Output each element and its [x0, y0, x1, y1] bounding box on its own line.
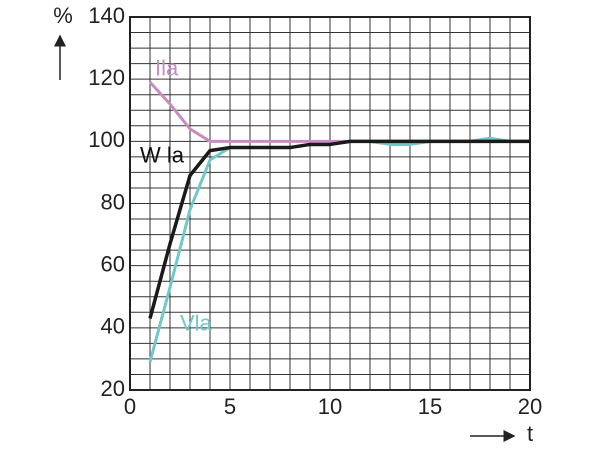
plot-frame — [129, 16, 531, 391]
y-tick-label: 60 — [101, 251, 125, 276]
y-axis-label: % — [53, 3, 73, 28]
series-label: W la — [140, 143, 185, 168]
y-tick-label: 120 — [88, 65, 125, 90]
y-tick-label: 100 — [88, 127, 125, 152]
y-tick-label: 80 — [101, 189, 125, 214]
x-tick-label: 15 — [418, 394, 442, 419]
y-tick-label: 140 — [88, 3, 125, 28]
y-tick-label: 40 — [101, 314, 125, 339]
series-label: Vla — [180, 311, 213, 336]
x-axis-label: t — [527, 421, 533, 446]
x-tick-label: 0 — [124, 394, 136, 419]
x-tick-label: 5 — [224, 394, 236, 419]
series-line — [148, 139, 530, 319]
x-tick-label: 10 — [318, 394, 342, 419]
x-tick-label: 20 — [518, 394, 542, 419]
y-tick-label: 20 — [101, 376, 125, 401]
series-label: Ila — [155, 56, 179, 81]
